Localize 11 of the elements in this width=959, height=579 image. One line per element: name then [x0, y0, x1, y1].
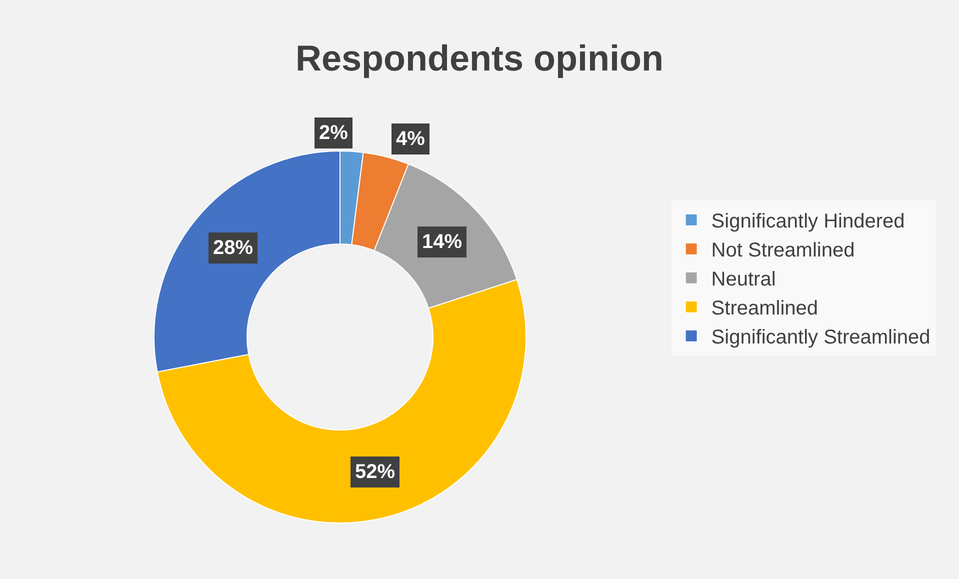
data-label: 4% [396, 128, 426, 150]
legend-label: Significantly Streamlined [711, 326, 930, 349]
data-label: 14% [422, 231, 462, 253]
chart-title: Respondents opinion [296, 38, 664, 78]
legend-label: Not Streamlined [711, 240, 855, 262]
legend-label: Streamlined [711, 298, 818, 320]
legend-label: Neutral [711, 268, 776, 291]
data-label: 2% [319, 122, 348, 144]
data-label: 52% [355, 461, 396, 483]
data-label: 28% [213, 237, 254, 259]
legend-label: Significantly Hindered [711, 210, 905, 233]
